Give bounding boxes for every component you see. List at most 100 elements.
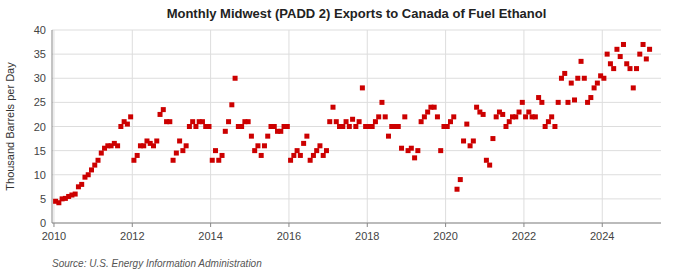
point xyxy=(167,119,172,124)
grid-line-x xyxy=(523,30,524,223)
title: Monthly Midwest (PADD 2) Exports to Cana… xyxy=(167,6,547,21)
x-axis-line xyxy=(52,223,661,224)
point xyxy=(468,143,473,148)
point xyxy=(647,47,652,52)
y-tick-label: 10 xyxy=(34,169,46,181)
point xyxy=(115,143,120,148)
point xyxy=(216,158,221,163)
point xyxy=(180,148,185,153)
point xyxy=(569,81,574,86)
point xyxy=(347,124,352,129)
point xyxy=(517,110,522,115)
point xyxy=(223,129,228,134)
point xyxy=(425,110,430,115)
x-tick-label: 2016 xyxy=(277,230,301,242)
point xyxy=(611,66,616,71)
point xyxy=(187,124,192,129)
point xyxy=(308,158,313,163)
point xyxy=(621,42,626,47)
point xyxy=(295,148,300,153)
grid-line-x xyxy=(132,30,133,223)
point xyxy=(608,61,613,66)
point xyxy=(383,114,388,119)
source-note: Source: U.S. Energy Information Administ… xyxy=(52,258,262,269)
point xyxy=(99,151,104,156)
x-tick-label: 2012 xyxy=(120,230,144,242)
point xyxy=(213,148,218,153)
point xyxy=(592,85,597,90)
point xyxy=(262,143,267,148)
point xyxy=(373,119,378,124)
point xyxy=(324,148,329,153)
point xyxy=(177,138,182,143)
grid-line-y xyxy=(52,78,661,79)
x-tick-label: 2022 xyxy=(512,230,536,242)
y-tick-label: 20 xyxy=(34,121,46,133)
chart-svg: Monthly Midwest (PADD 2) Exports to Cana… xyxy=(0,0,675,275)
point xyxy=(474,105,479,110)
point xyxy=(422,114,427,119)
point xyxy=(588,95,593,100)
point xyxy=(601,76,606,81)
point xyxy=(171,158,176,163)
point xyxy=(278,129,283,134)
point xyxy=(265,134,270,139)
point xyxy=(193,124,198,129)
point xyxy=(618,54,623,59)
point xyxy=(301,141,306,146)
point xyxy=(327,119,332,124)
point xyxy=(543,124,548,129)
point xyxy=(614,47,619,52)
point xyxy=(526,110,531,115)
point xyxy=(89,167,94,172)
x-tick xyxy=(367,223,368,227)
points xyxy=(53,42,652,205)
grid-line-y xyxy=(52,30,661,31)
y-tick-label: 25 xyxy=(34,96,46,108)
point xyxy=(311,153,316,158)
point xyxy=(464,122,469,127)
x-tick xyxy=(210,223,211,227)
point xyxy=(174,151,179,156)
point xyxy=(379,100,384,105)
point xyxy=(575,76,580,81)
y-tick-label: 15 xyxy=(34,145,46,157)
point xyxy=(415,148,420,153)
point xyxy=(536,95,541,100)
point xyxy=(520,100,525,105)
point xyxy=(344,119,349,124)
point xyxy=(641,42,646,47)
point xyxy=(448,119,453,124)
point xyxy=(131,158,136,163)
x-tick xyxy=(53,223,54,227)
grid xyxy=(52,30,661,223)
grid-line-y xyxy=(52,174,661,175)
point xyxy=(484,158,489,163)
point xyxy=(595,81,600,86)
point xyxy=(582,76,587,81)
point xyxy=(86,172,91,177)
point xyxy=(92,163,97,168)
point xyxy=(161,107,166,112)
point xyxy=(340,124,345,129)
point xyxy=(644,56,649,61)
point xyxy=(135,153,140,158)
point xyxy=(128,114,133,119)
point xyxy=(151,143,156,148)
point xyxy=(200,119,205,124)
grid-line-y xyxy=(52,198,661,199)
point xyxy=(206,124,211,129)
point xyxy=(272,124,277,129)
point xyxy=(184,143,189,148)
point xyxy=(233,76,238,81)
point xyxy=(239,124,244,129)
point xyxy=(370,124,375,129)
grid-line-y xyxy=(52,150,661,151)
point xyxy=(565,100,570,105)
point xyxy=(458,177,463,182)
x-tick xyxy=(523,223,524,227)
y-tick-label: 0 xyxy=(40,217,46,229)
point xyxy=(503,124,508,129)
point xyxy=(321,153,326,158)
point xyxy=(118,124,123,129)
